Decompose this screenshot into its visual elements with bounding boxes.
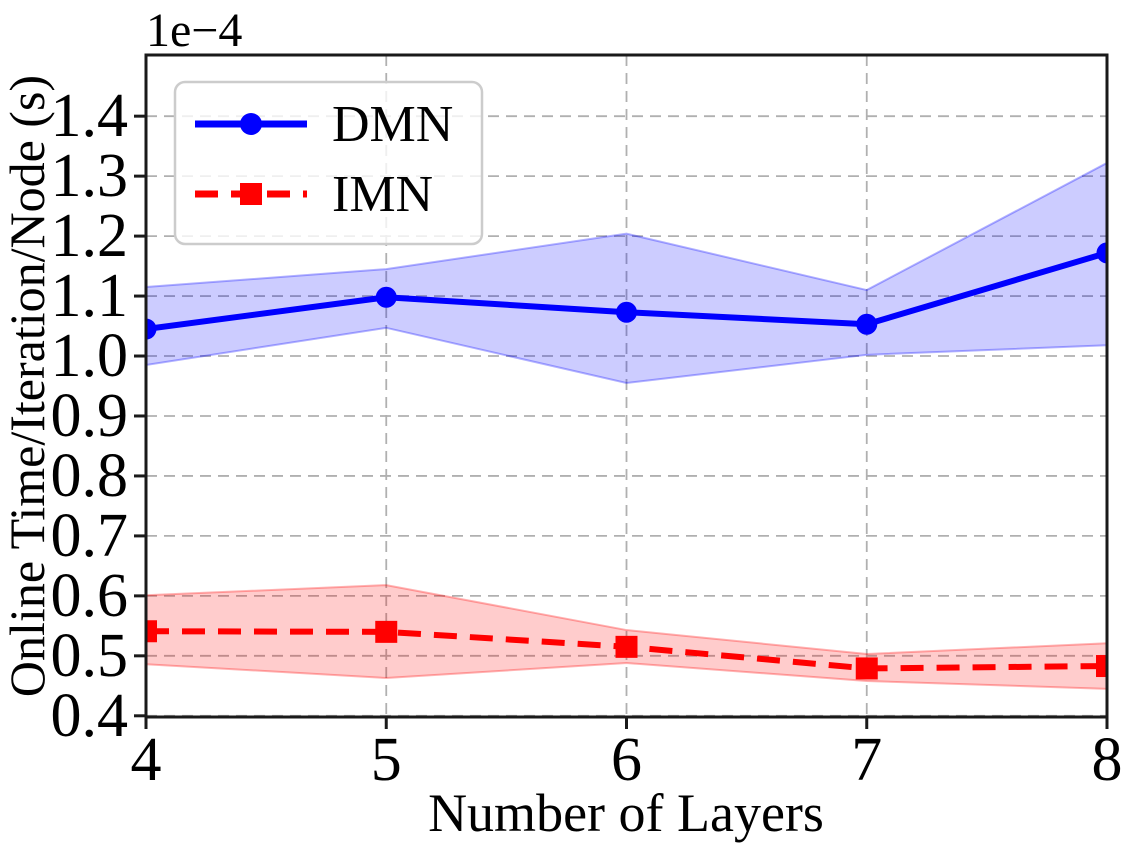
data-point-dmn <box>1096 242 1107 264</box>
data-point-dmn <box>616 301 637 323</box>
x-tick-labels: 4 5 6 7 8 <box>131 726 1123 794</box>
y-tick-label: 0.5 <box>51 622 129 690</box>
y-tick-label: 0.8 <box>51 442 129 510</box>
y-tick-label: 0.7 <box>51 502 129 570</box>
y-tick-label: 1.3 <box>51 142 129 210</box>
y-tick-label: 0.4 <box>51 682 129 750</box>
y-axis-offset-text: 1e−4 <box>146 4 242 57</box>
x-tick-label: 8 <box>1092 726 1123 794</box>
y-tick-labels: 0.40.50.60.70.80.91.01.11.21.31.4 <box>51 82 129 750</box>
data-point-imn <box>375 620 398 643</box>
legend-dmn-circle-marker-icon <box>240 113 262 135</box>
legend-imn-label: IMN <box>332 166 433 223</box>
x-axis-label: Number of Layers <box>428 783 824 843</box>
x-tick-label: 4 <box>131 726 162 794</box>
gridlines <box>145 55 1108 717</box>
data-point-dmn <box>146 318 157 340</box>
legend-entry-imn: IMN <box>195 166 433 223</box>
x-tick-label: 5 <box>371 726 402 794</box>
y-tick-label: 1.1 <box>51 262 129 330</box>
data-point-imn <box>855 657 878 680</box>
axis-ticks <box>134 114 1109 729</box>
data-point-dmn <box>375 286 397 308</box>
y-tick-label: 1.0 <box>51 322 129 390</box>
y-tick-label: 0.9 <box>51 382 129 450</box>
y-axis-label: Online Time/Iteration/Node (s) <box>0 75 55 697</box>
legend-dmn-label: DMN <box>332 96 453 153</box>
y-tick-label: 1.4 <box>51 82 129 150</box>
x-tick-label: 6 <box>611 726 642 794</box>
data-point-dmn <box>856 313 878 335</box>
legend-entry-dmn: DMN <box>195 96 453 153</box>
y-tick-label: 0.6 <box>51 562 129 630</box>
data-point-imn <box>615 635 638 658</box>
data-point-imn <box>1096 655 1107 678</box>
legend: DMN IMN <box>173 80 484 246</box>
data-point-imn <box>146 620 157 643</box>
y-tick-label: 1.2 <box>51 202 129 270</box>
series-markers <box>146 242 1107 680</box>
legend-imn-square-marker-icon <box>240 183 262 205</box>
x-tick-label: 7 <box>851 726 882 794</box>
